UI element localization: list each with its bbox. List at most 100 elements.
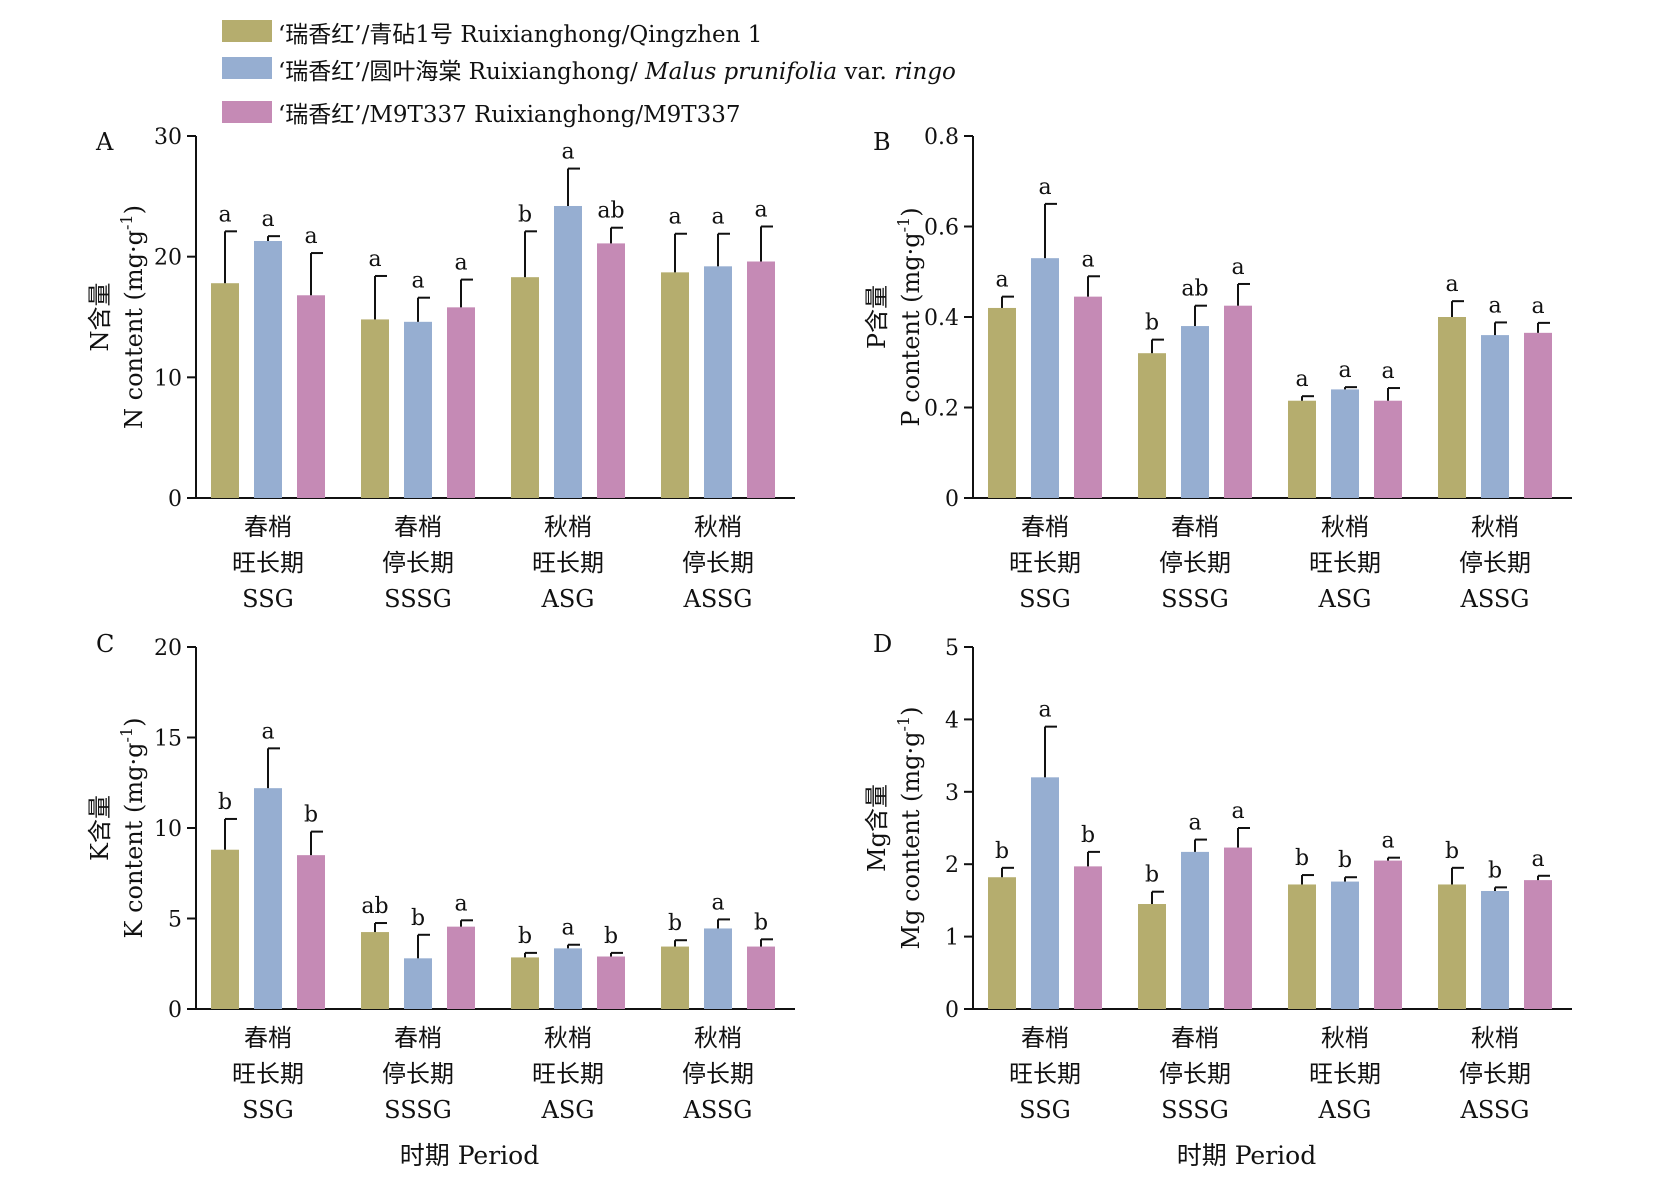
bar-m9t337 xyxy=(1374,400,1402,498)
bar-ringo xyxy=(1181,851,1209,1009)
significance-letter: a xyxy=(1531,847,1544,872)
significance-letter: ab xyxy=(1181,277,1208,302)
x-axis-title: 时期 Period xyxy=(1177,1141,1316,1170)
legend-label-ringo: ‘瑞香红’/圆叶海棠 Ruixianghong/ Malus prunifoli… xyxy=(278,59,956,85)
bar-m9t337 xyxy=(747,261,775,498)
bar-qingzhen xyxy=(511,277,539,498)
significance-letter: a xyxy=(454,251,467,276)
legend-swatch-qingzhen xyxy=(222,20,272,42)
category-label: 旺长期 xyxy=(1309,549,1381,577)
category-label: SSSG xyxy=(1161,1096,1229,1124)
y-tick-label: 1 xyxy=(945,926,959,951)
bar-ringo xyxy=(1481,335,1509,498)
category-label: 旺长期 xyxy=(232,1060,304,1088)
bar-m9t337 xyxy=(447,307,475,498)
category-label: ASG xyxy=(1318,585,1372,613)
significance-letter: a xyxy=(454,891,467,916)
bar-qingzhen xyxy=(1138,353,1166,498)
significance-letter: a xyxy=(1295,367,1308,392)
bar-ringo xyxy=(704,928,732,1009)
significance-letter: a xyxy=(1381,359,1394,384)
y-axis-title-close: ) xyxy=(897,707,925,716)
significance-letter: b xyxy=(518,202,532,227)
y-axis-title: P含量 P content (mg·g-1) xyxy=(863,207,925,426)
category-label: 停长期 xyxy=(682,1060,754,1088)
legend-label-part: ‘瑞香红’/圆叶海棠 Ruixianghong/ xyxy=(278,59,645,85)
legend-label-part: ‘瑞香红’/青砧1号 Ruixianghong/Qingzhen 1 xyxy=(278,22,762,48)
legend-label-qingzhen: ‘瑞香红’/青砧1号 Ruixianghong/Qingzhen 1 xyxy=(278,22,762,48)
y-tick-label: 2 xyxy=(945,853,959,878)
significance-letter: b xyxy=(518,924,532,949)
y-axis-title-close: ) xyxy=(897,207,925,216)
significance-letter: b xyxy=(304,803,318,828)
bar-qingzhen xyxy=(1438,317,1466,498)
y-tick-label: 15 xyxy=(154,727,182,752)
bar-m9t337 xyxy=(1524,880,1552,1009)
significance-letter: a xyxy=(1231,255,1244,280)
significance-letter: a xyxy=(261,719,274,744)
y-tick-label: 10 xyxy=(154,817,182,842)
bar-m9t337 xyxy=(1374,860,1402,1009)
significance-letter: b xyxy=(1295,846,1309,871)
significance-letter: a xyxy=(1531,294,1544,319)
category-label: 秋梢 xyxy=(694,1024,742,1052)
significance-letter: a xyxy=(304,224,317,249)
category-label: SSSG xyxy=(384,585,452,613)
significance-letter: b xyxy=(604,924,618,949)
legend-label-part: Malus prunifolia xyxy=(644,59,837,85)
bar-ringo xyxy=(404,321,432,498)
panel-label: D xyxy=(873,630,892,658)
y-tick-label: 0 xyxy=(168,487,182,512)
bar-qingzhen xyxy=(211,283,239,498)
significance-letter: a xyxy=(261,207,274,232)
y-tick-label: 0.6 xyxy=(924,216,959,241)
bar-qingzhen xyxy=(988,877,1016,1009)
bar-qingzhen xyxy=(1288,400,1316,498)
bar-m9t337 xyxy=(297,855,325,1009)
significance-letter: a xyxy=(411,269,424,294)
category-label: 秋梢 xyxy=(1321,513,1369,541)
bar-qingzhen xyxy=(1138,904,1166,1009)
y-tick-label: 0.2 xyxy=(924,397,959,422)
y-tick-label: 0.8 xyxy=(924,125,959,150)
category-label: 秋梢 xyxy=(544,513,592,541)
category-label: ASSG xyxy=(683,1096,753,1124)
category-label: 秋梢 xyxy=(1471,513,1519,541)
significance-letter: a xyxy=(711,205,724,230)
y-axis-title-sup: -1 xyxy=(894,217,913,233)
category-label: 停长期 xyxy=(1159,1060,1231,1088)
category-label: 停长期 xyxy=(1459,549,1531,577)
legend-label-part: ringo xyxy=(894,59,956,85)
significance-letter: a xyxy=(218,202,231,227)
category-label: 停长期 xyxy=(1159,549,1231,577)
category-label: 春梢 xyxy=(1171,1024,1219,1052)
bar-qingzhen xyxy=(361,932,389,1009)
legend-item-qingzhen: ‘瑞香红’/青砧1号 Ruixianghong/Qingzhen 1 xyxy=(222,20,762,48)
bar-m9t337 xyxy=(747,946,775,1009)
significance-letter: b xyxy=(1145,311,1159,336)
category-label: 停长期 xyxy=(1459,1060,1531,1088)
bar-m9t337 xyxy=(297,295,325,498)
category-label: 旺长期 xyxy=(232,549,304,577)
y-tick-label: 20 xyxy=(154,636,182,661)
significance-letter: a xyxy=(1381,829,1394,854)
bar-m9t337 xyxy=(597,243,625,498)
bar-qingzhen xyxy=(988,307,1016,498)
y-axis-title: K含量 K content (mg·g-1) xyxy=(86,718,148,939)
bar-ringo xyxy=(1031,777,1059,1009)
bar-m9t337 xyxy=(1074,296,1102,498)
category-label: 旺长期 xyxy=(532,549,604,577)
bar-ringo xyxy=(1481,890,1509,1009)
significance-letter: b xyxy=(668,911,682,936)
legend-swatch-m9t337 xyxy=(222,101,272,123)
category-label: SSG xyxy=(242,1096,294,1124)
significance-letter: a xyxy=(754,198,767,223)
category-label: 旺长期 xyxy=(532,1060,604,1088)
category-label: 旺长期 xyxy=(1309,1060,1381,1088)
y-tick-label: 10 xyxy=(154,366,182,391)
legend-label-part: var. xyxy=(837,59,894,85)
significance-letter: a xyxy=(995,268,1008,293)
bar-m9t337 xyxy=(1224,847,1252,1009)
